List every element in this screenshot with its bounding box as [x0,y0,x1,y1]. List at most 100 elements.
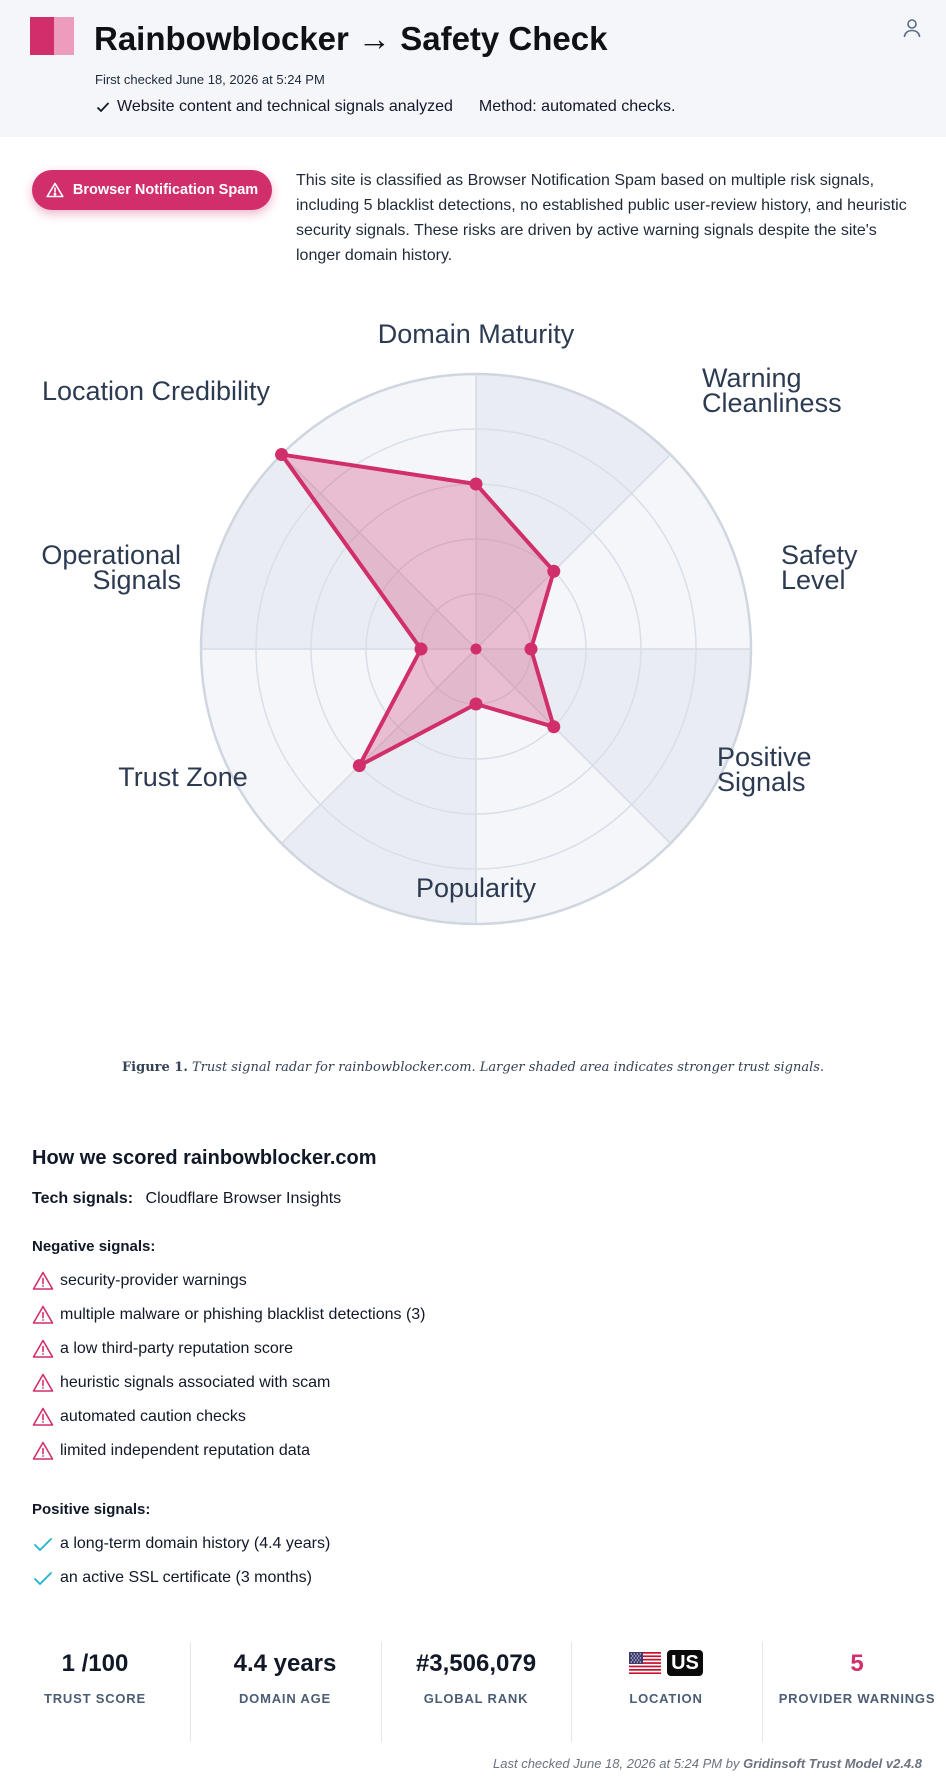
radar-axis-label-line: Domain Maturity [378,319,575,349]
global-rank-label: GLOBAL RANK [423,1691,529,1706]
radar-axis-label: Warning Cleanliness [702,363,842,418]
radar-axis-label-line: Popularity [416,873,537,903]
radar-axis-label: Operational Signals [41,540,181,595]
stat-divider [571,1642,572,1742]
radar-axis-label: Domain Maturity [378,319,575,349]
radar-axis-label-line: Signals [92,565,181,595]
radar-axis-label: Trust Zone [118,762,248,792]
warning-icon [32,1305,54,1324]
location-value: US [571,1650,761,1676]
location-label: LOCATION [629,1691,703,1706]
stat-divider [381,1642,382,1742]
location-code: US [667,1650,703,1676]
radar-axis-label: Location Credibility [42,376,271,406]
negative-signal-item: limited independent reputation data [32,1439,310,1463]
radar-spoke [281,454,477,650]
classification-badge[interactable]: Browser Notification Spam [32,170,272,210]
positive-signal-text: an active SSL certificate (3 months) [60,1569,312,1586]
radar-axis-label: Positive Signals [717,742,812,797]
radar-axis-label: Popularity [416,873,537,903]
stat-provider-warnings: 5 PROVIDER WARNINGS [762,1640,946,1744]
radar-data-point [547,564,561,578]
radar-data-point [414,642,428,656]
caption-text: Trust signal radar for rainbowblocker.co… [192,1060,825,1075]
provider-warnings-label: PROVIDER WARNINGS [778,1691,936,1706]
radar-spoke [281,648,477,844]
positive-signal-text: a long-term domain history (4.4 years) [60,1535,331,1552]
stat-trust-score: 1 /100 TRUST SCORE [0,1640,190,1744]
page-title: Rainbowblocker → Safety Check [94,20,608,57]
radar-data-point [547,720,561,734]
negative-signal-text: heuristic signals associated with scam [60,1374,331,1391]
negative-signal-text: security-provider warnings [60,1272,247,1289]
stat-domain-age: 4.4 years DOMAIN AGE [190,1640,380,1744]
domain-age-label: DOMAIN AGE [238,1691,332,1706]
domain-age-value: 4.4 years [233,1650,337,1677]
badge-label: Browser Notification Spam [72,182,259,198]
radar-spoke [475,454,671,650]
positive-signal-item: a long-term domain history (4.4 years) [32,1532,330,1556]
negative-signal-item: a low third-party reputation score [32,1337,293,1361]
negative-signals-title: Negative signals: [32,1238,156,1255]
positive-signals-title: Positive signals: [32,1501,151,1518]
stat-divider [762,1642,763,1742]
negative-signal-item: security-provider warnings [32,1269,247,1293]
trust-score-value: 1 /100 [61,1650,129,1677]
radar-axis-label-line: Warning [702,363,802,393]
radar-axis-label-line: Safety [781,540,858,570]
warning-icon [46,182,64,198]
us-flag-icon [629,1652,662,1674]
negative-signal-text: automated caution checks [60,1408,246,1425]
radar-axis-label-line: Operational [41,540,181,570]
global-rank-value: #3,506,079 [415,1650,537,1677]
negative-signal-item: automated caution checks [32,1405,246,1429]
radar-data-point [275,448,289,462]
negative-signal-item: multiple malware or phishing blacklist d… [32,1303,426,1327]
negative-signal-text: a low third-party reputation score [60,1340,293,1357]
radar-axis-label-line: Level [781,565,846,595]
page-header: Rainbowblocker → Safety Check First chec… [0,0,946,137]
warning-icon [32,1407,54,1426]
trust-score-label: TRUST SCORE [44,1691,146,1706]
check-icon [96,102,110,113]
radar-center-point [470,643,482,655]
warning-icon [32,1339,54,1358]
provider-warnings-value: 5 [850,1650,864,1677]
stats-bar: 1 /100 TRUST SCORE 4.4 years DOMAIN AGE … [0,1640,946,1744]
footer-note: Last checked June 18, 2026 at 5:24 PM by… [493,1756,922,1771]
warning-icon [32,1441,54,1460]
analyzed-text: Website content and technical signals an… [117,98,453,115]
classification-summary: This site is classified as Browser Notif… [296,172,907,264]
radar-axis-label-line: Trust Zone [118,762,248,792]
scoring-heading: How we scored rainbowblocker.com [32,1147,377,1169]
check-icon [34,1572,52,1586]
radar-data-point [352,759,366,773]
footer-prefix: Last checked June 18, 2026 at 5:24 PM by [493,1756,740,1771]
footer-model: Gridinsoft Trust Model v2.4.8 [743,1756,922,1771]
radar-spoke [475,648,671,844]
negative-signal-text: multiple malware or phishing blacklist d… [60,1306,426,1323]
negative-signal-item: heuristic signals associated with scam [32,1371,330,1395]
method-text: Method: automated checks. [478,98,676,115]
check-icon [34,1538,52,1552]
stat-location: US LOCATION [571,1640,761,1744]
negative-signal-text: limited independent reputation data [60,1442,310,1459]
stat-divider [190,1642,191,1742]
radar-axis-label-line: Cleanliness [702,388,842,418]
warning-icon [32,1373,54,1392]
user-icon[interactable] [900,16,924,40]
tech-signals: Tech signals: Cloudflare Browser Insight… [32,1190,341,1208]
caption-label: Figure 1. [121,1060,188,1075]
brand-logo [30,17,74,55]
radar-data-point [469,477,483,491]
first-checked-date: First checked June 18, 2026 at 5:24 PM [95,72,325,87]
radar-sector [476,374,671,649]
radar-axis-label: Safety Level [781,540,858,595]
analysis-meta: Website content and technical signals an… [95,98,675,116]
stat-global-rank: #3,506,079 GLOBAL RANK [381,1640,571,1744]
warning-icon [32,1271,54,1290]
radar-sector [281,649,476,924]
positive-signal-item: an active SSL certificate (3 months) [32,1566,312,1590]
radar-axis-label-line: Location Credibility [42,376,271,406]
radar-data-point [524,642,538,656]
